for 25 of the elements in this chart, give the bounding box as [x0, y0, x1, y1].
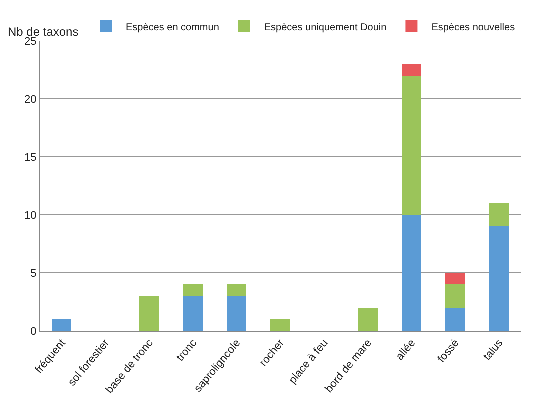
bar	[402, 215, 422, 331]
bar	[446, 308, 466, 331]
bar	[402, 76, 422, 215]
bar	[402, 64, 422, 76]
legend-label: Espèces uniquement Douin	[264, 22, 387, 34]
y-tick-label: 20	[24, 94, 37, 106]
legend-label: Espèces en commun	[126, 22, 220, 34]
bar	[183, 296, 203, 331]
legend-label: Espèces nouvelles	[432, 22, 516, 34]
bar	[52, 319, 72, 331]
y-tick-label: 15	[24, 152, 37, 164]
y-tick-label: 0	[30, 326, 37, 338]
bar	[489, 226, 509, 331]
bar	[358, 308, 378, 331]
y-tick-label: 10	[24, 210, 37, 222]
bar	[489, 203, 509, 227]
bar	[226, 296, 247, 331]
y-tick-label: 25	[24, 36, 37, 48]
bar	[183, 284, 203, 296]
bar	[270, 319, 290, 331]
bar	[226, 284, 247, 296]
y-tick-label: 5	[30, 268, 37, 280]
bar	[446, 284, 466, 308]
bar	[446, 273, 466, 285]
bar	[139, 296, 160, 331]
